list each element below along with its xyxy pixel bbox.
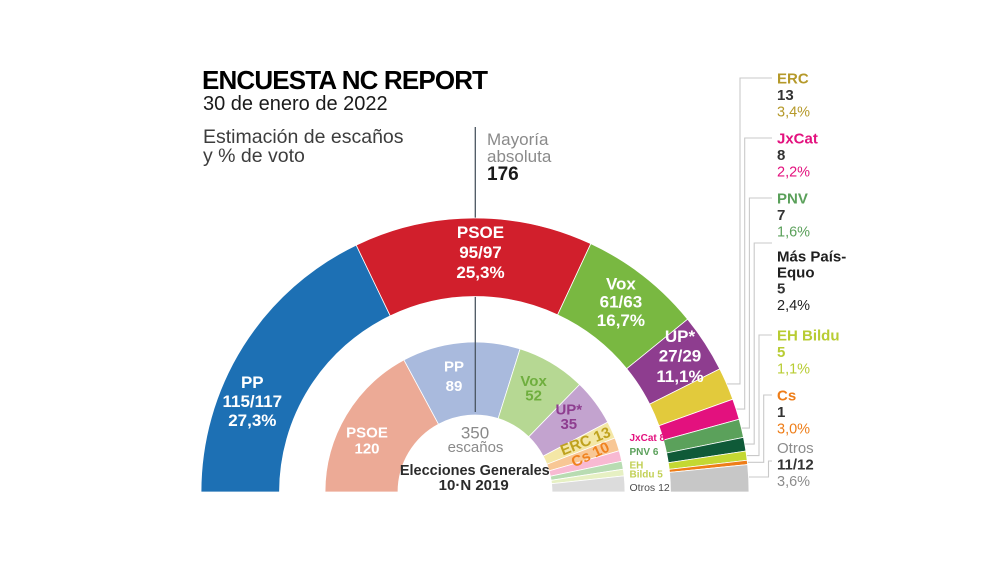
svg-text:Cs: Cs	[777, 388, 796, 405]
svg-text:27/29: 27/29	[659, 347, 702, 366]
svg-text:PSOE: PSOE	[346, 425, 388, 442]
svg-text:absoluta: absoluta	[487, 147, 552, 166]
svg-text:89: 89	[446, 378, 463, 395]
svg-text:25,3%: 25,3%	[456, 263, 504, 282]
svg-text:52: 52	[525, 387, 542, 404]
svg-text:16,7%: 16,7%	[597, 311, 645, 330]
svg-text:176: 176	[487, 164, 519, 185]
svg-text:3,6%: 3,6%	[777, 474, 810, 490]
svg-text:Vox: Vox	[606, 274, 636, 293]
svg-text:y % de voto: y % de voto	[203, 145, 305, 167]
svg-text:1,6%: 1,6%	[777, 225, 810, 241]
svg-text:27,3%: 27,3%	[228, 411, 276, 430]
svg-text:Bildu 5: Bildu 5	[630, 470, 664, 481]
svg-text:7: 7	[777, 207, 785, 224]
svg-text:Vox: Vox	[520, 373, 547, 390]
svg-text:Elecciones Generales: Elecciones Generales	[400, 463, 550, 479]
svg-text:13: 13	[777, 87, 794, 104]
svg-text:5: 5	[777, 344, 785, 361]
svg-text:115/117: 115/117	[223, 392, 283, 411]
svg-text:95/97: 95/97	[459, 243, 502, 262]
svg-text:1,1%: 1,1%	[777, 362, 810, 378]
svg-text:Otros 12: Otros 12	[630, 482, 670, 494]
svg-text:ERC: ERC	[777, 71, 809, 88]
svg-text:EH Bildu: EH Bildu	[777, 328, 840, 345]
svg-text:30 de enero de 2022: 30 de enero de 2022	[203, 93, 388, 115]
svg-text:PP: PP	[444, 359, 464, 376]
svg-text:Mayoría: Mayoría	[487, 130, 549, 149]
svg-text:3,0%: 3,0%	[777, 422, 810, 438]
svg-text:PNV 6: PNV 6	[630, 447, 659, 458]
svg-text:Equo: Equo	[777, 265, 815, 282]
svg-text:1: 1	[777, 404, 785, 421]
svg-text:JxCat 8: JxCat 8	[630, 433, 666, 444]
svg-text:120: 120	[354, 441, 379, 458]
svg-text:Otros: Otros	[777, 440, 814, 457]
svg-text:PNV: PNV	[777, 191, 808, 208]
svg-text:10·N 2019: 10·N 2019	[439, 477, 509, 494]
svg-text:2,2%: 2,2%	[777, 165, 810, 181]
svg-text:8: 8	[777, 147, 785, 164]
svg-text:5: 5	[777, 281, 785, 298]
svg-text:UP*: UP*	[555, 402, 582, 419]
svg-text:PP: PP	[241, 373, 264, 392]
svg-text:61/63: 61/63	[600, 293, 643, 312]
svg-text:Estimación de escaños: Estimación de escaños	[203, 126, 404, 148]
svg-text:11,1%: 11,1%	[656, 367, 703, 386]
svg-text:JxCat: JxCat	[777, 131, 818, 148]
svg-text:350: 350	[461, 423, 489, 442]
svg-text:2,4%: 2,4%	[777, 298, 810, 314]
svg-text:11/12: 11/12	[777, 457, 814, 474]
svg-text:UP*: UP*	[665, 327, 696, 346]
svg-text:Más País-: Más País-	[777, 249, 846, 266]
svg-text:ENCUESTA NC REPORT: ENCUESTA NC REPORT	[202, 65, 488, 95]
svg-text:35: 35	[560, 416, 577, 433]
svg-text:escaños: escaños	[448, 439, 504, 456]
svg-text:PSOE: PSOE	[457, 223, 504, 242]
svg-text:3,4%: 3,4%	[777, 105, 810, 121]
svg-text:EH: EH	[630, 461, 644, 472]
